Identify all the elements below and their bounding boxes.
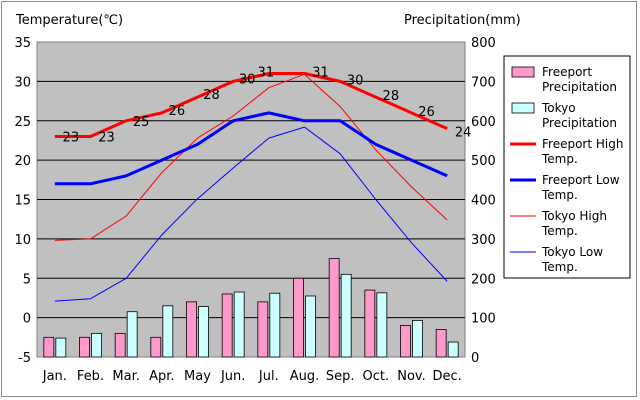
tokyo-precip-bar [162, 305, 174, 358]
legend-tokyo-precip-label: Tokyo [541, 101, 576, 115]
tokyo-high-line [54, 73, 448, 241]
y-tick-right: 300 [471, 233, 496, 248]
freeport-high-line [54, 72, 448, 138]
freeport-precip-bar [328, 258, 340, 358]
y-tick-right: 100 [471, 312, 496, 327]
data-label: 28 [383, 89, 400, 104]
legend: FreeportPrecipitationTokyoPrecipitationF… [503, 55, 631, 279]
x-tick: Jun. [220, 369, 245, 384]
legend-tokyo-low-label: Temp. [541, 260, 578, 274]
freeport-precip-bar [435, 329, 447, 358]
y-tick-left: 25 [14, 115, 31, 130]
tokyo-precip-bar [198, 306, 209, 358]
y-tick-left: 30 [14, 75, 31, 90]
x-tick: Feb. [77, 369, 104, 384]
tokyo-low-line [54, 126, 448, 302]
precipitation-bars [43, 258, 459, 358]
legend-freeport-high-label: Freeport High [542, 137, 623, 151]
legend-freeport-precip-label: Precipitation [542, 80, 617, 94]
axis-ticks: -5 0 5 10 15 20 25 30 35 0 100 200 300 400 500 600 700 80… [14, 36, 495, 384]
y-tick-left: 0 [23, 312, 31, 327]
tokyo-precip-bar [233, 291, 245, 358]
tokyo-precip-bar [91, 332, 102, 358]
y-tick-right: 800 [471, 36, 496, 51]
freeport-precip-bar [293, 277, 304, 358]
data-label: 23 [63, 131, 80, 146]
tokyo-precip-bar [269, 292, 281, 358]
tokyo-precip-bar [447, 341, 459, 358]
data-label: 28 [203, 88, 220, 103]
freeport-precip-bar [364, 289, 376, 358]
y-tick-left: 5 [23, 272, 31, 287]
data-label: 30 [347, 73, 364, 88]
y-tick-left: -5 [18, 351, 31, 366]
freeport-precip-bar [186, 301, 197, 358]
y-tick-right: 500 [471, 154, 496, 169]
x-tick: Nov. [397, 369, 426, 384]
legend-tokyo-precip-label: Precipitation [542, 116, 617, 130]
freeport-precip-bar [400, 325, 411, 358]
y-tick-left: 20 [14, 154, 31, 169]
x-tick: Oct. [363, 369, 390, 384]
data-label: 26 [169, 104, 186, 119]
y-tick-right: 200 [471, 272, 496, 287]
freeport-precip-bar [150, 336, 162, 358]
x-tick: Mar. [112, 369, 139, 384]
tokyo-precip-bar [376, 292, 388, 358]
data-label: 24 [455, 126, 472, 141]
gridlines [37, 80, 465, 319]
y-tick-left: 35 [14, 36, 31, 51]
x-tick: Sep. [326, 369, 355, 384]
freeport-precip-bar [257, 301, 269, 358]
legend-tokyo-low-label: Tokyo Low [541, 245, 603, 259]
data-label: 30 [239, 72, 256, 87]
data-label: 25 [133, 115, 150, 130]
legend-tokyo-high-label: Temp. [541, 224, 578, 238]
tokyo-precip-bar [126, 311, 138, 358]
y-tick-right: 700 [471, 75, 496, 90]
freeport-precip-bar [43, 336, 55, 358]
x-tick: Apr. [149, 369, 174, 384]
y-axis-title-left: Temperature(℃) [15, 13, 123, 28]
freeport-low-line [54, 111, 448, 186]
legend-tokyo-high-label: Tokyo High [541, 209, 607, 223]
data-label: 26 [418, 105, 435, 120]
x-tick: Dec. [433, 369, 462, 384]
tokyo-precip-bar [305, 295, 316, 358]
y-tick-right: 0 [471, 351, 479, 366]
legend-freeport-precip-label: Freeport [542, 65, 592, 79]
legend-freeport-low-label: Temp. [541, 188, 578, 202]
x-tick: Jan. [42, 369, 67, 384]
x-tick: Jul. [258, 369, 279, 384]
temperature-lines [54, 72, 448, 302]
data-label: 31 [312, 66, 329, 81]
x-tick: Aug. [290, 369, 320, 384]
y-tick-left: 10 [14, 233, 31, 248]
tokyo-precip-bar [412, 319, 423, 358]
y-axis-title-right: Precipitation(mm) [404, 13, 521, 28]
legend-box [503, 55, 631, 279]
legend-freeport-precip-swatch [511, 66, 535, 78]
legend-freeport-high-label: Temp. [541, 152, 578, 166]
freeport-precip-bar [114, 332, 126, 358]
y-tick-right: 400 [471, 194, 496, 209]
tokyo-precip-bar [55, 337, 67, 358]
legend-freeport-low-label: Freeport Low [542, 173, 620, 187]
data-label: 31 [258, 66, 275, 81]
x-tick: May [184, 369, 211, 384]
legend-tokyo-precip-swatch [511, 102, 535, 114]
freeport-precip-bar [79, 336, 90, 358]
tokyo-precip-bar [340, 273, 352, 358]
y-tick-right: 600 [471, 115, 496, 130]
data-label: 23 [98, 131, 115, 146]
freeport-precip-bar [221, 293, 233, 358]
y-tick-left: 15 [14, 194, 31, 209]
